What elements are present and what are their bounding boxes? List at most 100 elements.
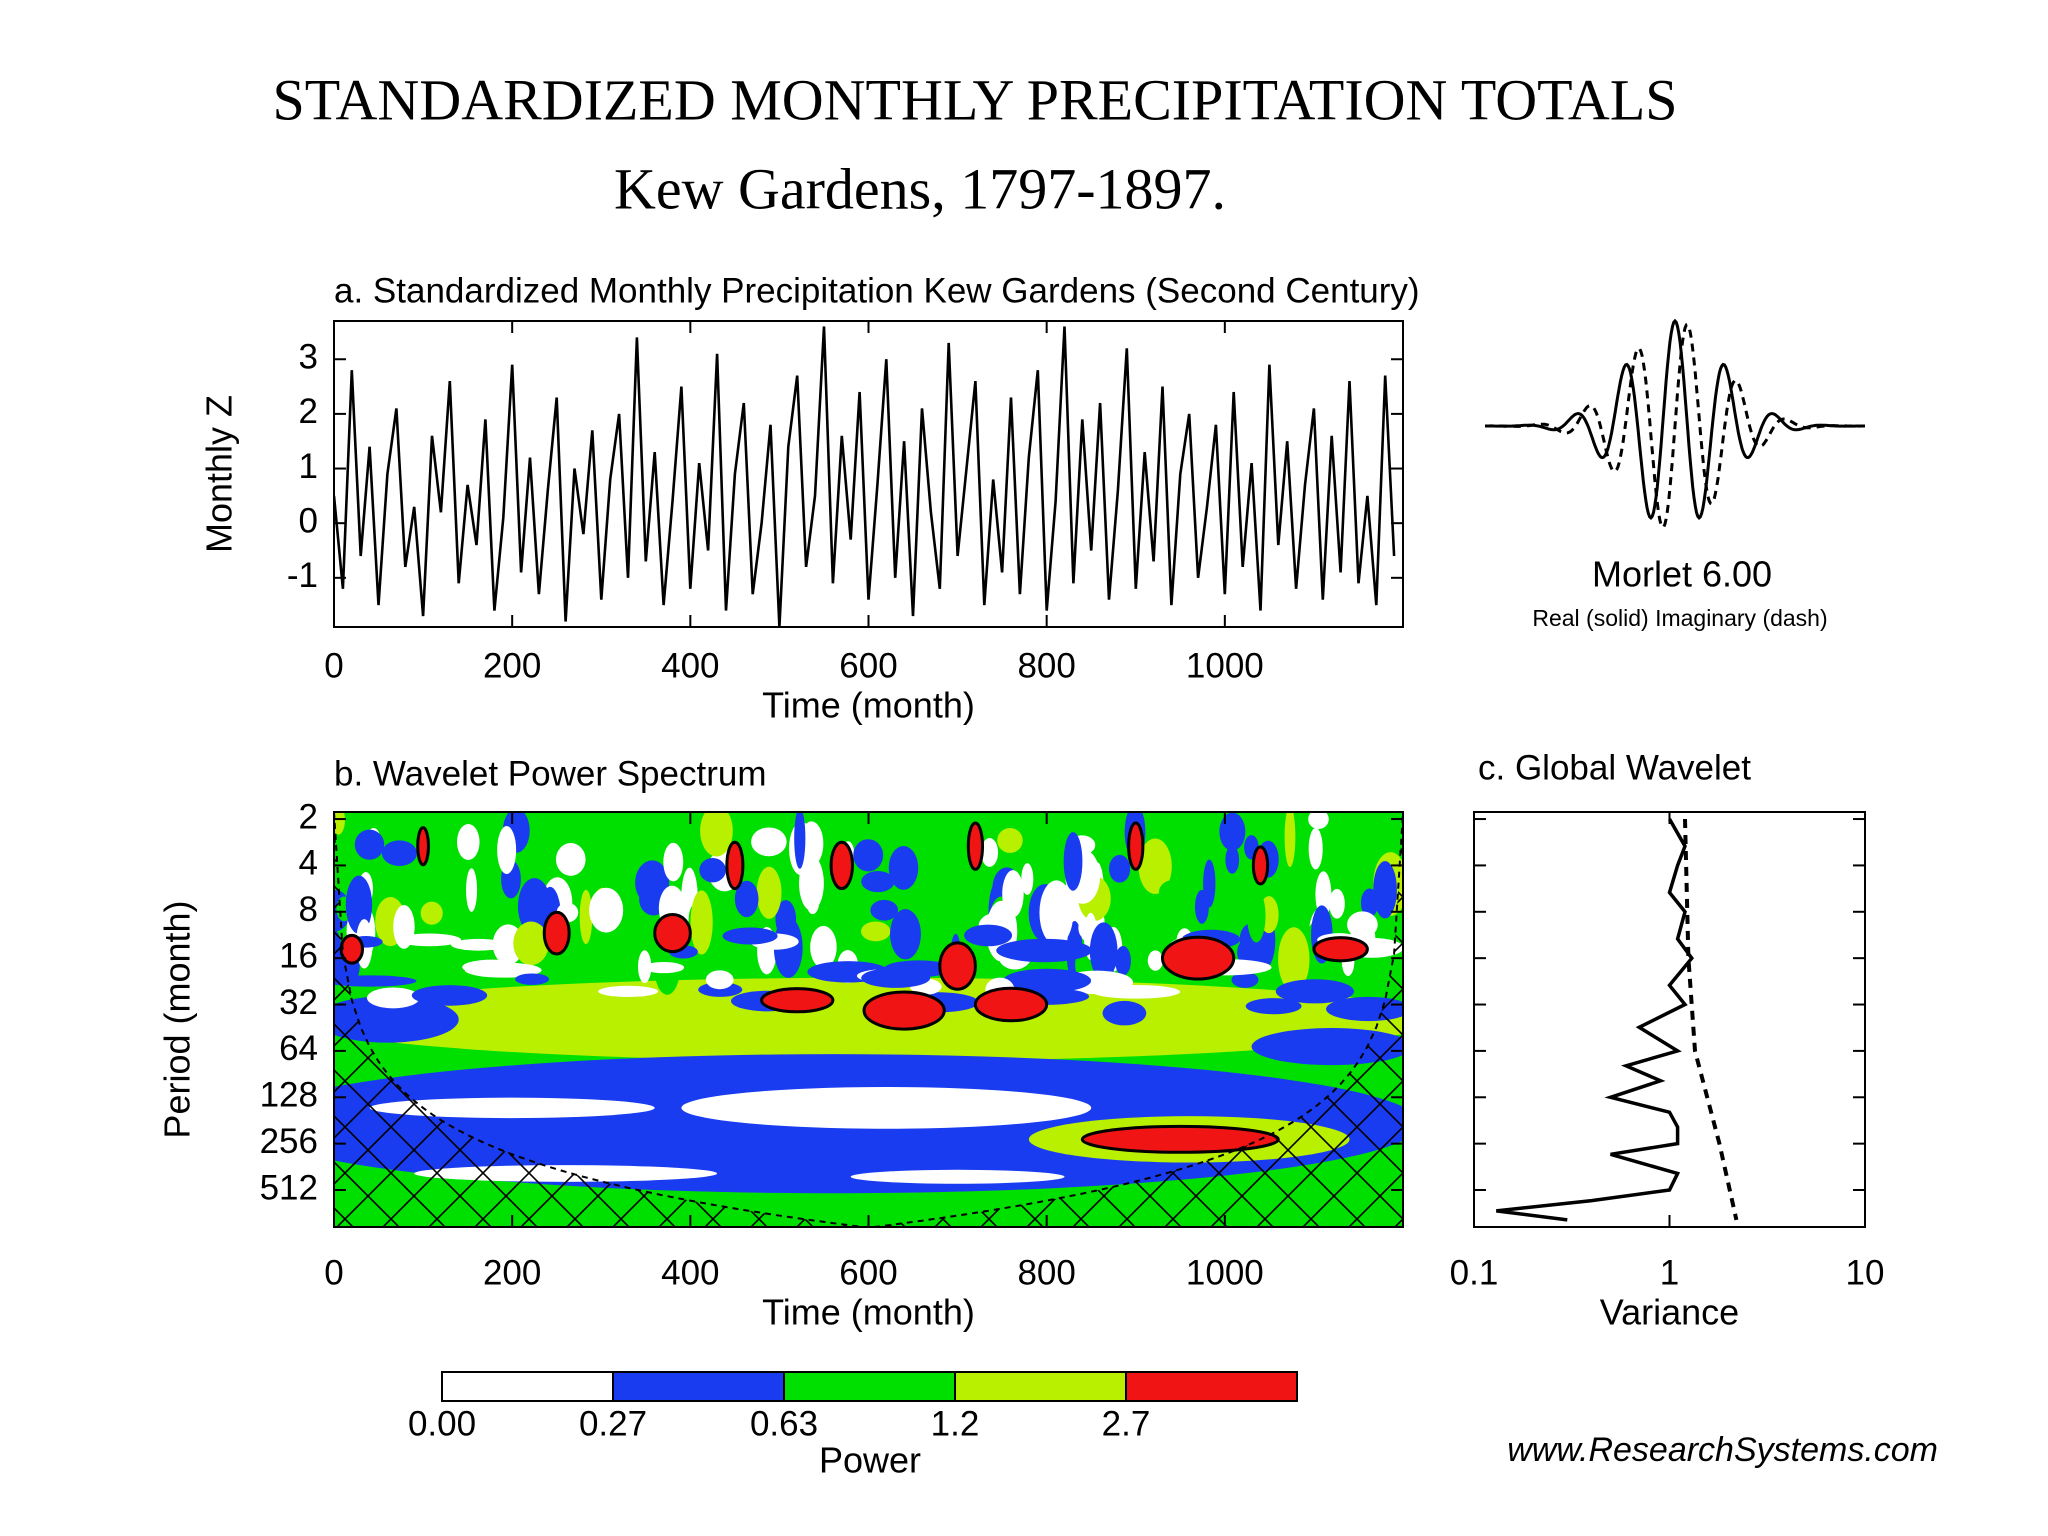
y-tick-label: 32	[279, 983, 318, 1022]
colorbar-label: 0.63	[750, 1404, 818, 1443]
power-region	[681, 1087, 1092, 1129]
y-axis-label: Period (month)	[157, 900, 198, 1138]
power-region	[1063, 832, 1083, 891]
power-region	[497, 826, 517, 874]
power-region	[334, 996, 459, 1043]
x-axis-label: Variance	[1600, 1292, 1739, 1333]
colorbar-label: 0.00	[408, 1404, 476, 1443]
y-tick-label: 64	[279, 1029, 318, 1068]
power-region	[705, 970, 734, 990]
cone-hatch	[334, 812, 1403, 1227]
power-region	[850, 1169, 1065, 1184]
power-region	[870, 899, 899, 921]
power-region	[1003, 968, 1092, 993]
power-region	[466, 868, 478, 912]
power-region	[964, 924, 1013, 947]
power-region	[334, 975, 417, 987]
x-tick-label: 600	[839, 1253, 897, 1292]
x-tick-label: 600	[839, 646, 897, 685]
y-tick-label: 512	[260, 1168, 318, 1207]
power-region	[810, 925, 837, 969]
power-region	[1127, 821, 1145, 871]
power-region	[1160, 935, 1236, 981]
power-region	[1347, 911, 1378, 938]
power-region	[938, 941, 977, 991]
y-tick-label: 8	[299, 890, 318, 929]
x-tick-label: 200	[483, 646, 541, 685]
power-region	[756, 866, 782, 919]
x-axis-label: Time (month)	[762, 685, 975, 726]
plot-frame	[1473, 811, 1866, 1228]
power-region	[451, 938, 507, 951]
power-region	[354, 829, 385, 860]
morlet-imaginary	[1485, 323, 1865, 529]
power-region	[663, 842, 684, 882]
power-region	[542, 910, 571, 956]
colorbar-label: 0.27	[579, 1404, 647, 1443]
x-tick-label: 400	[661, 1253, 719, 1292]
panel-title: a. Standardized Monthly Precipitation Ke…	[334, 271, 1420, 310]
power-region	[862, 990, 946, 1031]
power-region	[1329, 888, 1345, 919]
power-region	[1043, 945, 1071, 958]
power-region	[643, 961, 685, 974]
power-region	[369, 1097, 655, 1119]
power-region	[1138, 838, 1172, 895]
power-region	[1308, 812, 1329, 830]
y-tick-label: 1	[299, 447, 318, 486]
power-region	[966, 821, 985, 871]
x-tick-label: 1000	[1186, 1253, 1264, 1292]
power-region	[1278, 927, 1310, 992]
power-region	[794, 812, 806, 869]
power-region	[888, 846, 919, 890]
plot-frame	[333, 320, 1404, 628]
power-region	[515, 973, 550, 985]
power-region	[462, 959, 521, 975]
power-region	[579, 889, 593, 945]
colorbar-label: 2.7	[1102, 1404, 1151, 1443]
colorbar-title: Power	[819, 1440, 921, 1481]
power-region	[890, 909, 921, 960]
power-region	[699, 858, 726, 883]
footer: www.ResearchSystems.com	[1507, 1431, 1938, 1469]
power-region	[806, 887, 820, 915]
x-tick-label: 10	[1846, 1253, 1885, 1292]
y-tick-label: 16	[279, 936, 318, 975]
power-region	[555, 843, 586, 876]
inset-caption: Real (solid) Imaginary (dash)	[1532, 605, 1827, 631]
power-region	[456, 824, 480, 861]
power-region	[1089, 922, 1118, 980]
x-tick-label: 400	[661, 646, 719, 685]
power-region	[1275, 979, 1355, 1004]
power-region	[698, 982, 743, 997]
power-region	[420, 901, 443, 925]
morlet-real	[1485, 318, 1865, 520]
power-region	[411, 985, 488, 1006]
power-region	[1312, 936, 1369, 963]
y-tick-label: -1	[287, 556, 318, 595]
power-region	[517, 878, 552, 935]
x-tick-label: 1000	[1186, 646, 1264, 685]
power-region	[1102, 1000, 1147, 1026]
power-region	[1108, 854, 1131, 883]
power-region	[1245, 998, 1302, 1015]
power-region	[416, 826, 430, 867]
x-tick-label: 0.1	[1450, 1253, 1499, 1292]
y-tick-label: 0	[299, 501, 318, 540]
power-region	[589, 887, 624, 933]
power-region	[397, 933, 462, 947]
power-region	[853, 839, 884, 872]
power-region	[653, 913, 692, 954]
power-region	[981, 837, 999, 867]
power-region	[381, 840, 417, 867]
y-axis-label: Monthly Z	[199, 395, 240, 553]
power-region	[334, 812, 345, 835]
inset-title: Morlet 6.00	[1592, 554, 1772, 595]
power-region	[690, 890, 713, 955]
y-tick-label: 256	[260, 1122, 318, 1161]
power-region	[1247, 889, 1266, 943]
colorbar-label: 1.2	[931, 1404, 980, 1443]
power-region	[590, 929, 619, 971]
